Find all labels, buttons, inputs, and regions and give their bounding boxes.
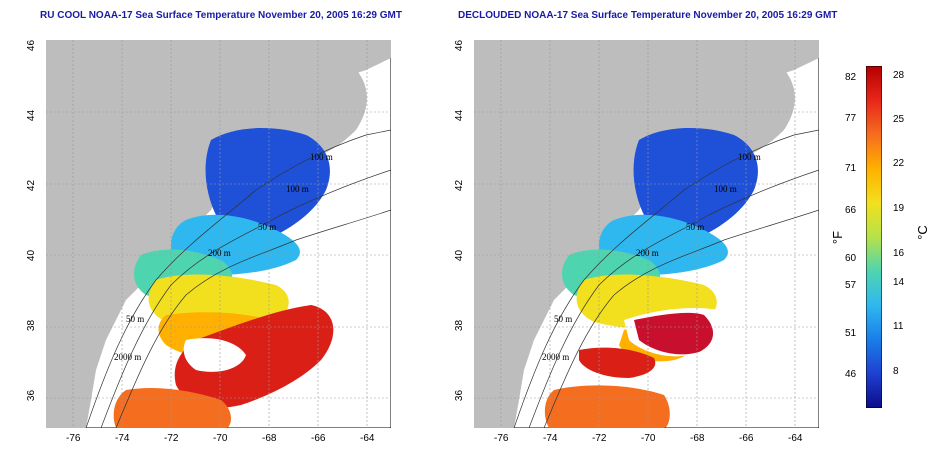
lat-tick: 36: [26, 389, 38, 402]
lat-tick: 46: [454, 39, 466, 52]
graticule: [46, 40, 391, 428]
fahrenheit-tick: 51: [845, 328, 857, 339]
right-map-title: DECLOUDED NOAA-17 Sea Surface Temperatur…: [458, 10, 838, 21]
celsius-unit-label: °C: [914, 225, 930, 240]
lon-tick: -76: [494, 433, 509, 444]
lat-tick: 38: [26, 319, 38, 332]
lon-tick: -68: [262, 433, 277, 444]
lon-tick: -68: [690, 433, 705, 444]
contour-label: 100 m: [714, 184, 737, 194]
fahrenheit-tick: 82: [845, 72, 857, 83]
contour-label: 50 m: [126, 314, 144, 324]
contour-label: 50 m: [686, 222, 704, 232]
celsius-tick: 11: [893, 321, 904, 332]
cloud-gap: [183, 338, 246, 372]
celsius-tick: 8: [893, 366, 899, 377]
contour-label: 50 m: [554, 314, 572, 324]
lat-tick: 44: [26, 109, 38, 122]
lat-tick: 42: [26, 179, 38, 192]
lon-tick: -66: [311, 433, 326, 444]
contour-label-group: 100 m 100 m 50 m 200 m 50 m 2000 m: [542, 152, 761, 362]
lat-tick: 46: [26, 39, 38, 52]
lon-tick: -70: [213, 433, 228, 444]
fahrenheit-tick: 46: [845, 369, 857, 380]
fahrenheit-tick: 71: [845, 163, 857, 174]
warm-eddy: [544, 385, 670, 428]
lon-tick: -74: [543, 433, 558, 444]
celsius-tick: 22: [893, 158, 905, 169]
contour-label: 2000 m: [114, 352, 141, 362]
contour-label: 100 m: [738, 152, 761, 162]
fahrenheit-tick: 66: [845, 205, 857, 216]
celsius-tick: 28: [893, 70, 905, 81]
warm-core-patch: [579, 347, 656, 378]
contour-label-group: 100 m 100 m 50 m 200 m 50 m 2000 m: [114, 152, 333, 362]
lon-tick: -72: [592, 433, 607, 444]
colorbar-gradient: [866, 66, 882, 408]
fahrenheit-tick: 57: [845, 280, 857, 291]
fahrenheit-tick: 77: [845, 113, 857, 124]
bathymetry-contours: [85, 129, 391, 428]
lat-tick: 36: [454, 389, 466, 402]
celsius-tick: 14: [893, 277, 905, 288]
fahrenheit-unit-label: °F: [830, 230, 846, 245]
celsius-tick: 19: [893, 203, 905, 214]
celsius-tick: 16: [893, 248, 905, 259]
lon-tick: -72: [164, 433, 179, 444]
contour-label: 200 m: [208, 248, 231, 258]
lon-tick: -64: [360, 433, 375, 444]
lat-tick: 38: [454, 319, 466, 332]
land-mass: [474, 40, 819, 428]
lat-tick: 44: [454, 109, 466, 122]
contour-label: 2000 m: [542, 352, 569, 362]
gulf-stream-patch: [634, 312, 714, 355]
raw-sst-map-plot: 100 m 100 m 50 m 200 m 50 m 2000 m: [46, 40, 391, 428]
lon-tick: -66: [739, 433, 754, 444]
cloud-gap-small: [271, 268, 297, 287]
lon-tick: -64: [788, 433, 803, 444]
land-mass: [46, 40, 391, 428]
declouded-sst-map: 100 m 100 m 50 m 200 m 50 m 2000 m: [474, 40, 819, 428]
fahrenheit-tick: 60: [845, 253, 857, 264]
contour-label: 100 m: [310, 152, 333, 162]
bathymetry-contours: [513, 129, 819, 428]
graticule: [474, 40, 819, 428]
raw-sst-map: 100 m 100 m 50 m 200 m 50 m 2000 m: [46, 40, 391, 428]
left-map-title: RU COOL NOAA-17 Sea Surface Temperature …: [40, 10, 402, 21]
lat-tick: 40: [454, 249, 466, 262]
contour-label: 100 m: [286, 184, 309, 194]
declouded-sst-map-plot: 100 m 100 m 50 m 200 m 50 m 2000 m: [474, 40, 819, 428]
gulf-stream: [174, 305, 334, 408]
lon-tick: -70: [641, 433, 656, 444]
lon-tick: -76: [66, 433, 81, 444]
contour-label: 200 m: [636, 248, 659, 258]
contour-label: 50 m: [258, 222, 276, 232]
celsius-tick: 25: [893, 114, 905, 125]
lon-tick: -74: [115, 433, 130, 444]
colorbar: [866, 66, 882, 408]
lat-tick: 42: [454, 179, 466, 192]
lat-tick: 40: [26, 249, 38, 262]
